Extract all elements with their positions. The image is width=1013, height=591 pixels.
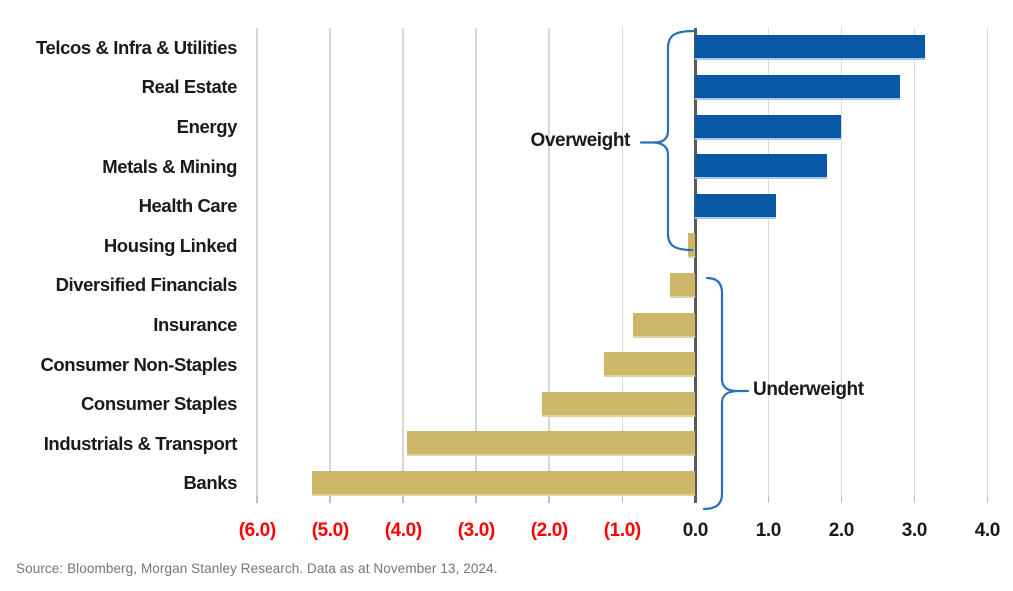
x-tick-label-0.0: 0.0	[682, 520, 709, 541]
x-tick-label-(4.0): (4.0)	[384, 520, 422, 541]
gridline-2.0	[840, 28, 843, 496]
category-label-consumer-staples: Consumer Staples	[80, 393, 237, 415]
axis-tick-3.0	[913, 496, 916, 503]
bar-housing-linked	[688, 233, 696, 259]
category-label-real-estate: Real Estate	[141, 76, 238, 98]
x-tick-label-(2.0): (2.0)	[530, 520, 568, 541]
gridline-(3.0)	[475, 28, 478, 496]
bar-metals-and-mining	[695, 154, 827, 180]
bar-telcos-and-infra-and-utilities	[695, 35, 926, 61]
axis-tick-4.0	[986, 496, 989, 503]
gridline-4.0	[986, 28, 989, 496]
x-tick-label-3.0: 3.0	[901, 520, 928, 541]
axis-tick-(6.0)	[256, 496, 259, 503]
gridline-1.0	[767, 28, 770, 496]
bar-industrials-and-transport	[406, 431, 696, 457]
bar-real-estate	[695, 74, 900, 100]
axis-tick-1.0	[767, 496, 770, 503]
underweight-annotation: Underweight	[753, 379, 864, 400]
x-tick-label-(5.0): (5.0)	[311, 520, 349, 541]
category-label-industrials-and-transport: Industrials & Transport	[43, 432, 238, 454]
bar-banks	[311, 470, 696, 496]
category-label-telcos-and-infra-and-utilities: Telcos & Infra & Utilities	[35, 36, 237, 58]
axis-tick-(4.0)	[402, 496, 405, 503]
category-label-housing-linked: Housing Linked	[103, 234, 238, 256]
bar-consumer-non-staples	[604, 352, 696, 378]
category-label-energy: Energy	[176, 115, 238, 137]
bar-diversified-financials	[669, 272, 696, 298]
category-label-health-care: Health Care	[138, 195, 238, 217]
x-tick-label-1.0: 1.0	[755, 520, 782, 541]
axis-tick-(2.0)	[548, 496, 551, 503]
axis-tick-(3.0)	[475, 496, 478, 503]
axis-tick-(1.0)	[621, 496, 624, 503]
zero-axis-line	[693, 28, 697, 503]
bar-insurance	[633, 312, 696, 338]
gridline-3.0	[913, 28, 916, 496]
x-tick-label-(3.0): (3.0)	[457, 520, 495, 541]
category-label-consumer-non-staples: Consumer Non-Staples	[40, 353, 237, 375]
axis-tick-(5.0)	[329, 496, 332, 503]
gridline-(2.0)	[548, 28, 551, 496]
category-label-insurance: Insurance	[153, 313, 237, 335]
overweight-brace	[653, 29, 696, 252]
overweight-annotation: Overweight	[530, 130, 631, 151]
x-tick-label-2.0: 2.0	[828, 520, 855, 541]
category-label-banks: Banks	[183, 472, 237, 494]
gridline-(5.0)	[329, 28, 332, 496]
bar-energy	[695, 114, 842, 140]
bar-health-care	[695, 193, 776, 219]
x-tick-label-4.0: 4.0	[974, 520, 1001, 541]
bar-consumer-staples	[541, 391, 696, 417]
source-note: Source: Bloomberg, Morgan Stanley Resear…	[16, 561, 498, 576]
axis-tick-2.0	[840, 496, 843, 503]
gridline-(4.0)	[402, 28, 405, 496]
x-tick-label-(1.0): (1.0)	[603, 520, 641, 541]
gridline-(6.0)	[256, 28, 259, 496]
gridline-(1.0)	[621, 28, 624, 496]
x-tick-label-(6.0): (6.0)	[238, 520, 276, 541]
category-label-diversified-financials: Diversified Financials	[55, 274, 238, 296]
category-label-metals-and-mining: Metals & Mining	[102, 155, 237, 177]
underweight-brace	[702, 276, 738, 511]
